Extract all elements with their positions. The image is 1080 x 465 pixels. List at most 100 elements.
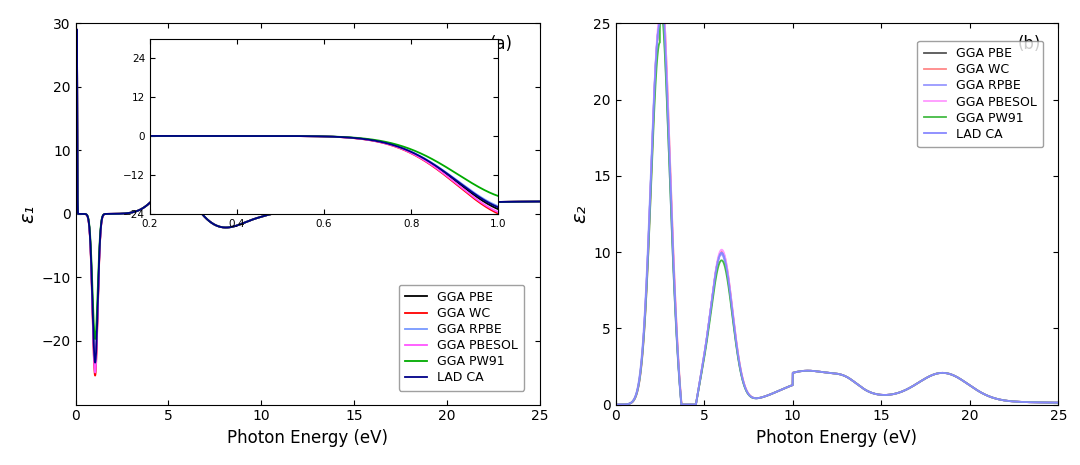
LAD CA	[534, 199, 546, 204]
GGA RPBE	[69, 211, 82, 217]
GGA RPBE	[609, 402, 622, 407]
GGA RPBE	[534, 199, 546, 204]
GGA PW91	[1052, 400, 1065, 405]
GGA RPBE	[247, 217, 260, 222]
GGA PBESOL	[534, 199, 546, 204]
LAD CA	[70, 27, 83, 33]
LAD CA	[153, 189, 166, 195]
GGA PW91	[653, 0, 666, 2]
GGA WC	[153, 189, 166, 195]
GGA RPBE	[451, 200, 464, 206]
GGA PBESOL	[875, 392, 888, 398]
LAD CA	[675, 402, 688, 407]
LAD CA	[451, 200, 464, 206]
GGA RPBE	[973, 389, 986, 395]
Text: (a): (a)	[489, 35, 512, 53]
GGA PBESOL	[153, 189, 166, 195]
GGA PW91	[348, 203, 361, 208]
Y-axis label: ε₁: ε₁	[18, 205, 38, 223]
GGA PBE	[940, 370, 953, 376]
GGA PBESOL	[1052, 400, 1065, 405]
GGA PBE	[779, 385, 792, 391]
GGA PBESOL	[690, 399, 703, 405]
LAD CA	[779, 385, 792, 391]
Line: GGA WC: GGA WC	[616, 0, 1058, 405]
GGA RPBE	[416, 200, 429, 206]
GGA RPBE	[690, 399, 703, 405]
GGA WC	[69, 211, 82, 217]
LAD CA	[69, 211, 82, 217]
Legend: GGA PBE, GGA WC, GGA RPBE, GGA PBESOL, GGA PW91, LAD CA: GGA PBE, GGA WC, GGA RPBE, GGA PBESOL, G…	[917, 41, 1043, 147]
GGA PBESOL	[348, 203, 361, 208]
GGA RPBE	[70, 27, 83, 33]
GGA PBESOL	[940, 370, 953, 376]
LAD CA	[416, 200, 429, 206]
GGA PBE	[973, 389, 986, 395]
GGA PBE	[70, 27, 83, 33]
GGA PW91	[69, 211, 82, 217]
GGA RPBE	[875, 392, 888, 398]
GGA PBESOL	[416, 200, 429, 206]
Line: LAD CA: LAD CA	[76, 30, 540, 363]
LAD CA	[247, 217, 260, 222]
GGA PBESOL	[973, 389, 986, 395]
GGA PW91	[153, 189, 166, 195]
Line: GGA PBE: GGA PBE	[616, 0, 1058, 405]
GGA PBESOL	[609, 402, 622, 407]
GGA RPBE	[348, 203, 361, 208]
LAD CA	[690, 399, 703, 405]
GGA WC	[416, 200, 429, 206]
GGA PW91	[70, 27, 83, 33]
GGA WC	[89, 373, 102, 379]
GGA WC	[534, 199, 546, 204]
Line: GGA PW91: GGA PW91	[76, 30, 540, 339]
GGA WC	[372, 202, 384, 207]
GGA PW91	[940, 370, 953, 376]
GGA RPBE	[372, 202, 384, 207]
LAD CA	[89, 360, 102, 365]
GGA PBESOL	[70, 27, 83, 33]
GGA RPBE	[779, 385, 792, 391]
X-axis label: Photon Energy (eV): Photon Energy (eV)	[227, 429, 389, 447]
GGA PBE	[897, 388, 910, 393]
GGA PBESOL	[372, 202, 384, 207]
Legend: GGA PBE, GGA WC, GGA RPBE, GGA PBESOL, GGA PW91, LAD CA: GGA PBE, GGA WC, GGA RPBE, GGA PBESOL, G…	[399, 285, 525, 391]
GGA PBESOL	[451, 200, 464, 206]
Line: GGA RPBE: GGA RPBE	[616, 0, 1058, 405]
GGA PW91	[372, 202, 384, 207]
GGA PBESOL	[69, 211, 82, 217]
Line: LAD CA: LAD CA	[616, 0, 1058, 405]
GGA PBE	[348, 203, 361, 208]
GGA WC	[609, 402, 622, 407]
Line: GGA PBE: GGA PBE	[76, 30, 540, 366]
GGA WC	[940, 370, 953, 376]
GGA PBE	[153, 189, 166, 195]
LAD CA	[348, 203, 361, 208]
GGA PW91	[416, 200, 429, 206]
GGA PBESOL	[89, 370, 102, 375]
Line: GGA PW91: GGA PW91	[616, 0, 1058, 405]
GGA PBE	[247, 217, 260, 222]
Line: GGA RPBE: GGA RPBE	[76, 30, 540, 360]
GGA WC	[875, 392, 888, 398]
GGA PW91	[973, 389, 986, 395]
GGA WC	[348, 203, 361, 208]
GGA PBESOL	[247, 217, 260, 222]
GGA WC	[897, 388, 910, 393]
GGA PW91	[897, 388, 910, 393]
GGA PW91	[89, 336, 102, 342]
GGA PBESOL	[897, 388, 910, 393]
GGA PW91	[675, 402, 688, 407]
GGA WC	[973, 389, 986, 395]
Line: GGA PBESOL: GGA PBESOL	[616, 0, 1058, 405]
LAD CA	[940, 370, 953, 376]
GGA PBE	[609, 402, 622, 407]
GGA PBE	[69, 211, 82, 217]
GGA RPBE	[897, 388, 910, 393]
GGA PBESOL	[779, 385, 792, 391]
GGA PW91	[609, 402, 622, 407]
LAD CA	[609, 402, 622, 407]
GGA PW91	[779, 385, 792, 391]
GGA PBE	[89, 364, 102, 369]
Line: GGA PBESOL: GGA PBESOL	[76, 30, 540, 372]
